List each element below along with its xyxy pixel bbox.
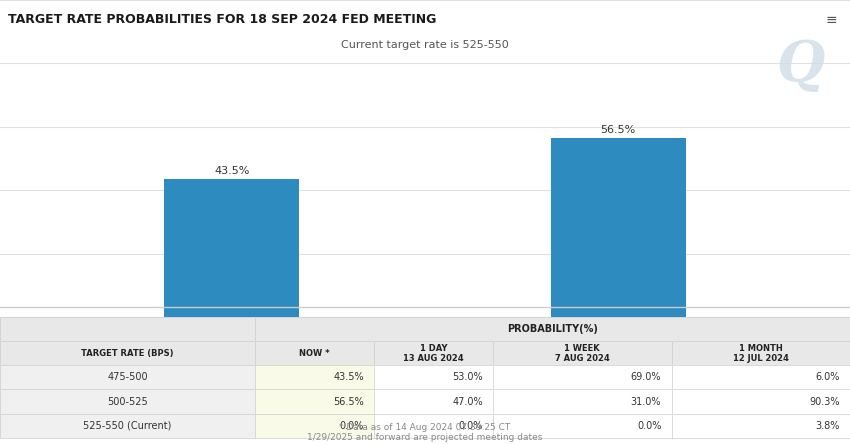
Text: 500-525: 500-525 [107,396,148,407]
Text: 1/29/2025 and forward are projected meeting dates: 1/29/2025 and forward are projected meet… [308,433,542,442]
Text: Current target rate is 525-550: Current target rate is 525-550 [341,40,509,50]
Text: 1 DAY
13 AUG 2024: 1 DAY 13 AUG 2024 [403,344,464,363]
Bar [374,365,493,389]
Bar [672,341,850,365]
Bar [0,413,255,438]
Bar [493,365,672,389]
Text: 475-500: 475-500 [107,373,148,382]
X-axis label: Target Rate (in bps): Target Rate (in bps) [371,341,479,350]
Bar [672,389,850,413]
Text: 90.3%: 90.3% [809,396,840,407]
Text: TARGET RATE PROBABILITIES FOR 18 SEP 2024 FED MEETING: TARGET RATE PROBABILITIES FOR 18 SEP 202… [8,13,437,26]
Text: TARGET RATE (BPS): TARGET RATE (BPS) [82,349,173,358]
Bar [255,413,374,438]
Bar [493,389,672,413]
Text: 0.0%: 0.0% [458,420,483,431]
Bar [0,341,255,365]
Bar [374,413,493,438]
Bar [374,389,493,413]
Text: 0.0%: 0.0% [637,420,661,431]
Text: 3.8%: 3.8% [815,420,840,431]
Text: 6.0%: 6.0% [815,373,840,382]
Bar [255,365,374,389]
Bar [551,138,686,317]
Bar [164,179,299,317]
Text: * Data as of 14 Aug 2024 07:39:25 CT: * Data as of 14 Aug 2024 07:39:25 CT [339,423,511,432]
Bar [0,365,255,389]
Text: 56.5%: 56.5% [601,125,636,135]
Bar [0,317,255,341]
Bar [493,341,672,365]
Text: 56.5%: 56.5% [333,396,364,407]
Text: PROBABILITY(%): PROBABILITY(%) [507,324,598,334]
Bar [255,389,374,413]
Bar [672,365,850,389]
Bar [255,317,850,341]
Text: 43.5%: 43.5% [214,166,250,176]
Bar [0,365,255,389]
Bar [672,413,850,438]
Bar [0,389,255,413]
Bar [374,389,493,413]
Bar [255,365,374,389]
Bar [672,365,850,389]
Text: 53.0%: 53.0% [452,373,483,382]
Bar [0,413,255,438]
Bar [493,413,672,438]
Bar [374,413,493,438]
Text: 31.0%: 31.0% [631,396,661,407]
Bar [672,413,850,438]
Bar [0,341,255,365]
Bar [0,389,255,413]
Text: 1 WEEK
7 AUG 2024: 1 WEEK 7 AUG 2024 [555,344,609,363]
Bar [255,413,374,438]
Bar [493,365,672,389]
Text: ≡: ≡ [825,13,837,28]
Text: 43.5%: 43.5% [333,373,364,382]
Bar [255,341,374,365]
Bar [493,413,672,438]
Text: 1 MONTH
12 JUL 2024: 1 MONTH 12 JUL 2024 [733,344,789,363]
Bar [493,341,672,365]
Text: NOW *: NOW * [299,349,330,358]
Bar [493,389,672,413]
Bar [374,341,493,365]
Text: 0.0%: 0.0% [339,420,364,431]
Bar [374,341,493,365]
Bar [672,389,850,413]
Bar [0,317,255,341]
Bar [255,317,850,341]
Bar [255,341,374,365]
Text: 47.0%: 47.0% [452,396,483,407]
Bar [255,389,374,413]
Bar [374,365,493,389]
Bar [672,341,850,365]
Text: Q: Q [776,38,824,93]
Text: 69.0%: 69.0% [631,373,661,382]
Text: 525-550 (Current): 525-550 (Current) [83,420,172,431]
